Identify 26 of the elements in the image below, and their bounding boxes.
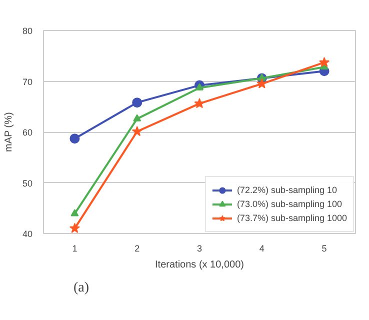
y-tick-label: 40 [22,229,33,239]
y-tick-label: 60 [22,128,33,138]
y-tick-label: 80 [22,26,33,36]
x-axis-title: Iterations (x 10,000) [155,260,244,270]
point [319,56,330,68]
legend-label: (73.7%) sub-sampling 1000 [236,212,347,225]
point [194,98,205,108]
text: (a) [74,280,90,296]
x-tick-label: 2 [134,244,140,254]
point [69,222,80,233]
point [132,126,142,136]
y-axis-title: mAP (%) [3,112,14,152]
x-tick-label: 4 [259,244,264,254]
x-tick-label: 3 [196,244,202,254]
y-tick-label: 50 [22,178,33,188]
point [133,114,142,122]
y-tick-label: 70 [22,76,33,87]
x-tick-label: 1 [72,244,78,254]
point [196,83,204,90]
x-tick-label: 5 [322,244,327,254]
point [70,134,80,144]
legend-label: (73.0%) sub-sampling 100 [236,198,342,211]
point [132,98,142,108]
point [256,78,268,88]
point [70,209,79,216]
legend-label: (72.2%) sub-sampling 10 [236,184,337,197]
